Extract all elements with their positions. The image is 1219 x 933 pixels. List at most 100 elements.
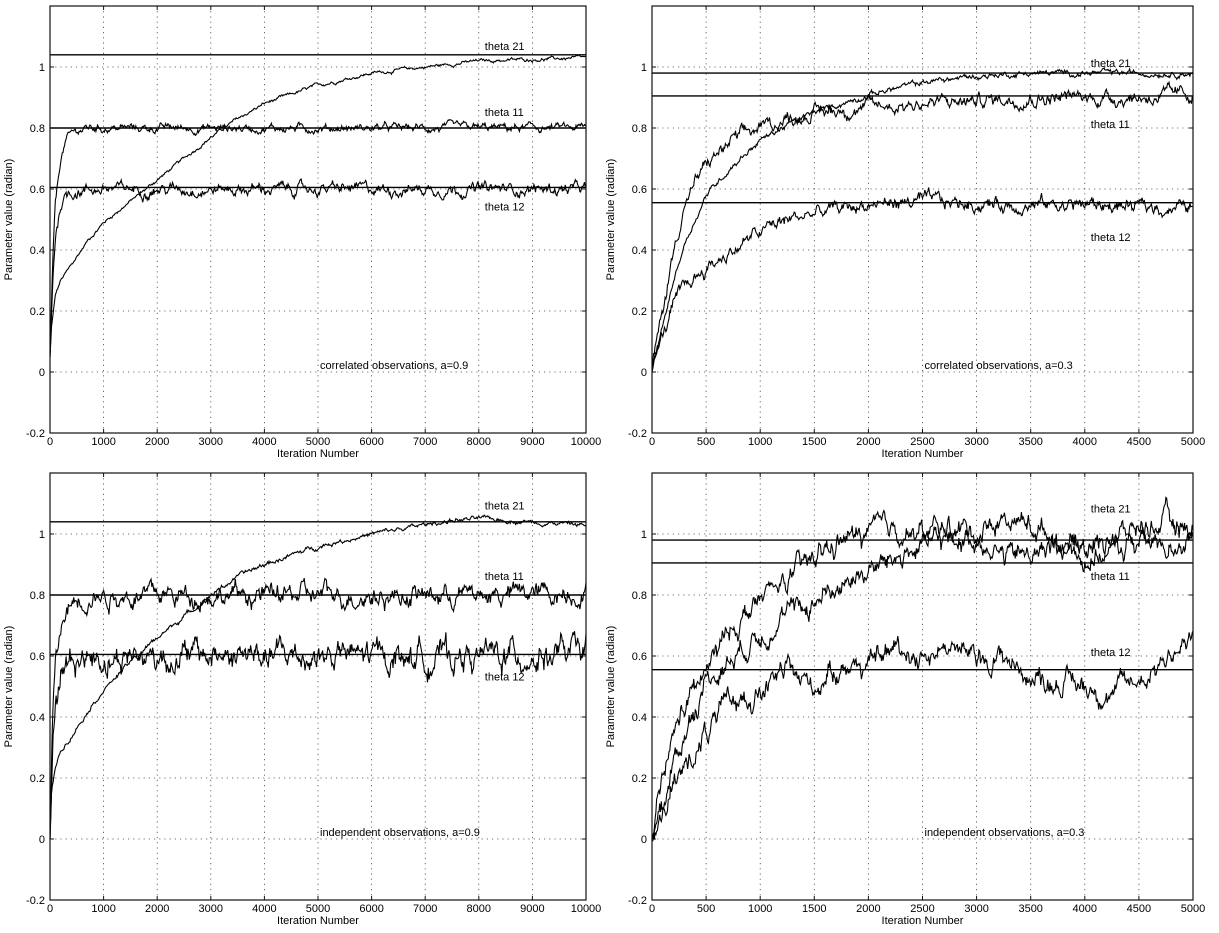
plot-frame [49,5,587,434]
x-tick-label: 1500 [802,903,826,915]
x-tick-label: 9000 [520,436,544,448]
x-tick-label: 10000 [571,436,602,448]
y-tick-label: 0.4 [30,712,45,724]
series-label: theta 21 [485,501,525,513]
x-tick-label: 2500 [910,436,934,448]
y-tick-label: 0 [641,367,647,379]
x-tick-label: 2000 [145,903,169,915]
x-tick-label: 3000 [964,903,988,915]
x-tick-label: 4000 [252,903,276,915]
y-tick-label: 0.4 [632,712,647,724]
series-label: theta 12 [485,671,525,683]
y-tick-label: 0.8 [632,123,647,135]
series-line-theta-21 [651,496,1194,840]
plot-frame [49,472,587,901]
x-tick-label: 5000 [1181,436,1205,448]
x-tick-label: 1000 [91,903,115,915]
x-tick-label: 500 [697,436,715,448]
y-axis-label: Parameter value (radian) [3,159,15,281]
plot-annotation: correlated observations, a=0.3 [925,360,1073,372]
x-tick-label: 1000 [91,436,115,448]
y-tick-label: -0.2 [26,895,45,907]
y-tick-label: 0.6 [30,651,45,663]
series-line-theta-11 [651,524,1194,840]
x-tick-label: 4000 [1073,436,1097,448]
x-tick-label: 2000 [145,436,169,448]
y-axis-label: Parameter value (radian) [3,626,15,748]
x-tick-label: 3000 [199,903,223,915]
x-tick-label: 5000 [306,436,330,448]
series-label: theta 12 [485,201,525,213]
x-tick-label: 8000 [467,903,491,915]
series-label: theta 12 [1091,647,1131,659]
subplot-4: 0 500 1000 1500 2000 2500 3000 3500 4000 4500 5000… [605,472,1205,927]
plot-frame [651,472,1194,901]
plot-annotation: independent observations, a=0.9 [320,827,480,839]
x-axis-label: Iteration Number [882,448,964,460]
series-label: theta 21 [485,41,525,53]
y-tick-label: 0.2 [632,773,647,785]
x-tick-label: 5000 [1181,903,1205,915]
plot-frame [651,5,1194,434]
y-tick-label: 0.6 [30,184,45,196]
subplot-1: 0 1000 2000 3000 4000 5000 6000 7000 8000 9000 100… [3,5,602,460]
x-tick-label: 3500 [1018,903,1042,915]
plot-annotation: independent observations, a=0.3 [925,827,1085,839]
x-tick-label: 500 [697,903,715,915]
y-tick-label: 0.8 [632,590,647,602]
x-tick-label: 4000 [1073,903,1097,915]
x-tick-label: 1000 [748,436,772,448]
series-line-theta-12 [49,631,587,840]
series-line-theta-12 [651,630,1194,842]
series-label: theta 21 [1091,504,1131,516]
x-axis-label: Iteration Number [277,448,359,460]
y-tick-label: 0 [641,834,647,846]
y-tick-label: 0.6 [632,651,647,663]
x-tick-label: 2000 [856,903,880,915]
x-tick-label: 0 [649,903,655,915]
x-tick-label: 8000 [467,436,491,448]
y-tick-label: 1 [39,62,45,74]
series-label: theta 11 [485,107,524,119]
y-tick-label: 0.4 [30,245,45,257]
x-tick-label: 2500 [910,903,934,915]
series-label: theta 11 [1091,571,1130,583]
x-axis-label: Iteration Number [882,915,964,927]
series-line-theta-12 [651,187,1194,367]
y-tick-label: 0.8 [30,590,45,602]
x-tick-label: 4500 [1127,903,1151,915]
y-tick-label: -0.2 [628,428,647,440]
x-tick-label: 7000 [413,436,437,448]
y-axis-label: Parameter value (radian) [605,159,617,281]
series-label: theta 12 [1091,232,1131,244]
x-tick-label: 10000 [571,903,602,915]
series-line-theta-11 [49,118,587,357]
x-tick-label: 2000 [856,436,880,448]
x-tick-label: 7000 [413,903,437,915]
y-tick-label: 0.2 [632,306,647,318]
series-label: theta 21 [1091,58,1131,70]
series-line-theta-11 [49,577,587,840]
y-tick-label: 0.8 [30,123,45,135]
x-tick-label: 4000 [252,436,276,448]
x-tick-label: 9000 [520,903,544,915]
y-tick-label: -0.2 [628,895,647,907]
series-line-theta-11 [651,80,1194,367]
x-tick-label: 0 [649,436,655,448]
y-tick-label: -0.2 [26,428,45,440]
x-tick-label: 5000 [306,903,330,915]
y-tick-label: 0.2 [30,773,45,785]
series-label: theta 11 [485,571,524,583]
x-tick-label: 0 [47,903,53,915]
x-tick-label: 3000 [964,436,988,448]
x-axis-label: Iteration Number [277,915,359,927]
y-tick-label: 1 [641,62,647,74]
y-tick-label: 0.6 [632,184,647,196]
x-tick-label: 3500 [1018,436,1042,448]
y-tick-label: 1 [39,529,45,541]
x-tick-label: 6000 [359,436,383,448]
series-line-theta-12 [49,177,587,357]
y-tick-label: 0 [39,834,45,846]
x-tick-label: 3000 [199,436,223,448]
